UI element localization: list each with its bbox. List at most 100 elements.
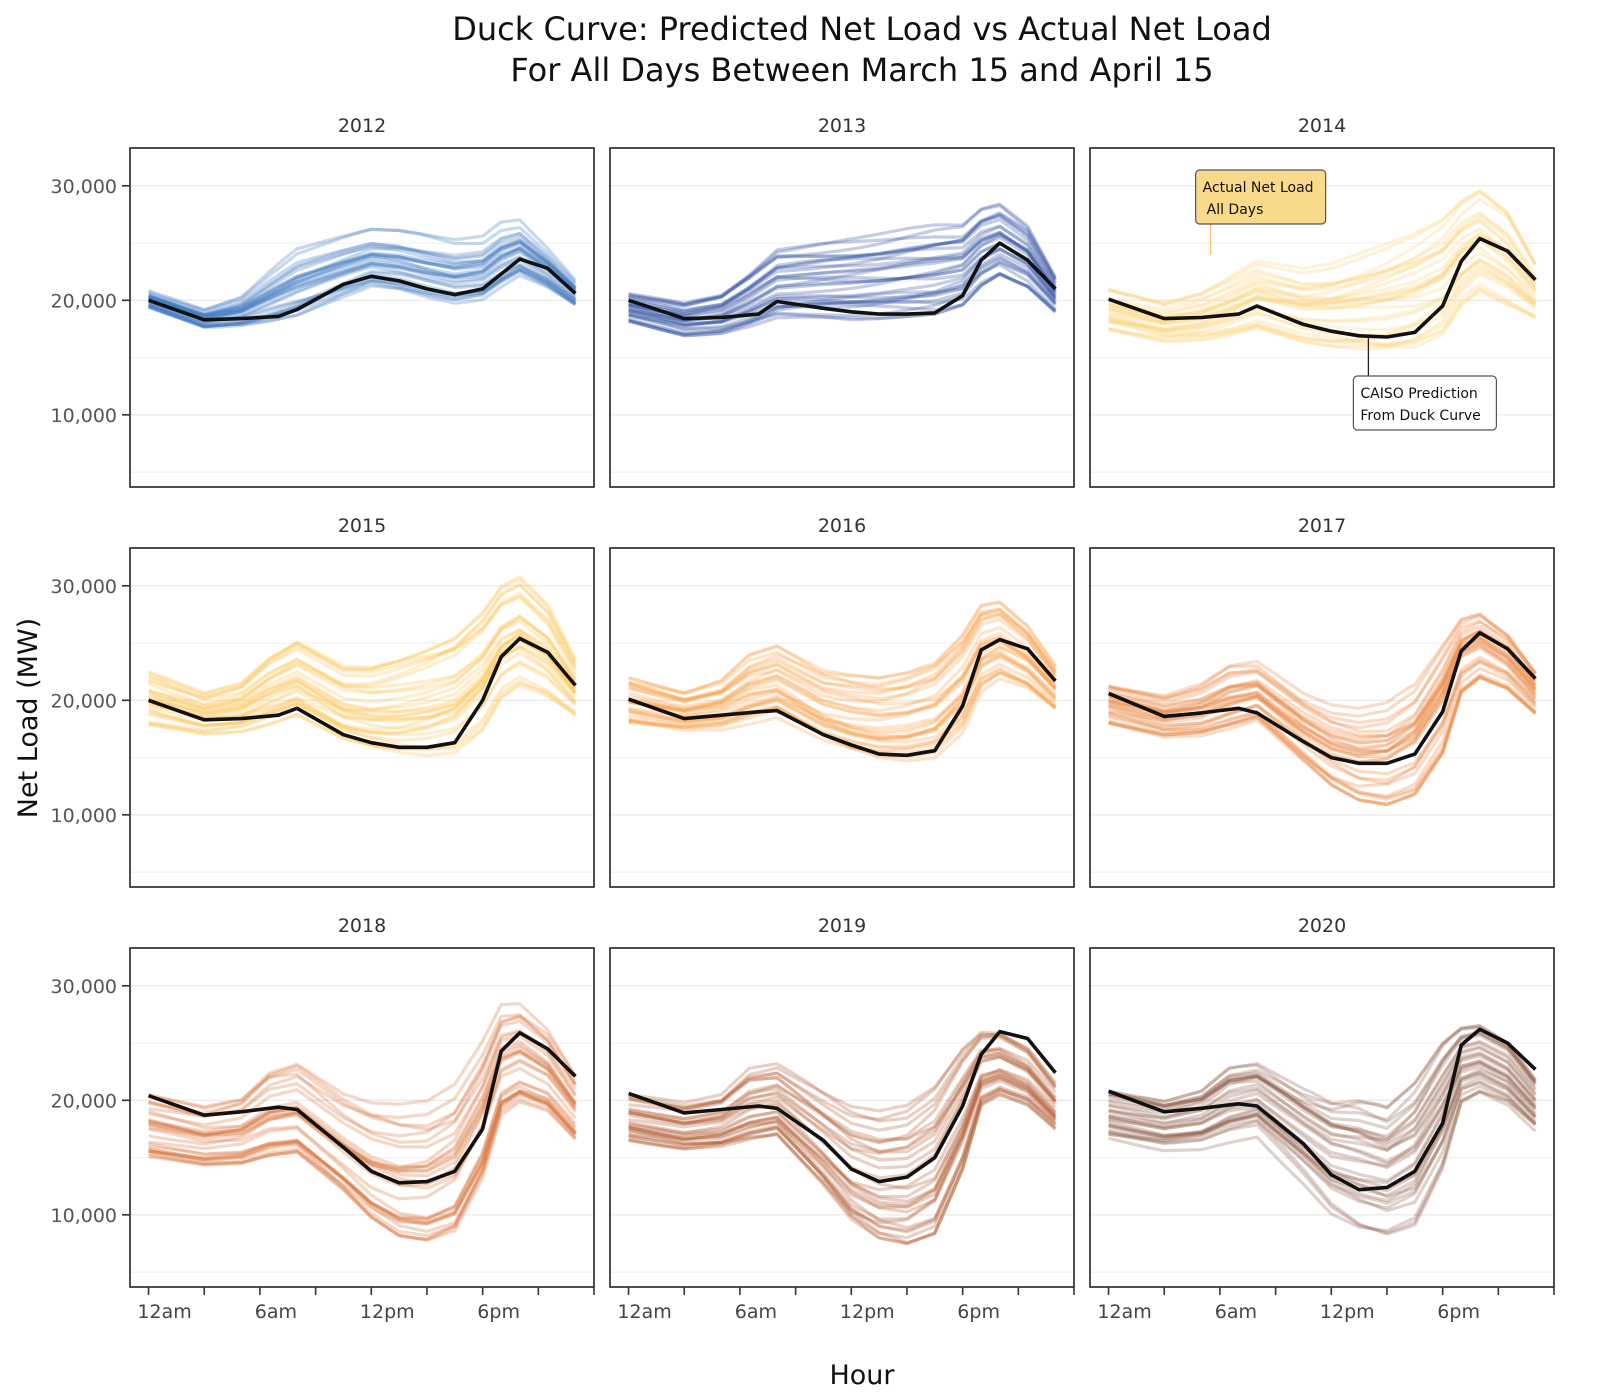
y-tick-label: 30,000 [51, 576, 117, 598]
actual-load-line [148, 1049, 577, 1173]
caiso-prediction-line [1108, 236, 1537, 339]
actual-load-line [628, 272, 1057, 335]
chart-title: Duck Curve: Predicted Net Load vs Actual… [452, 10, 1272, 48]
actual-load-line [628, 1075, 1057, 1204]
annotation-text: CAISO Prediction [1360, 386, 1477, 402]
facet-panel-2020: 2020 12am 6am 12pm 6pm [1089, 915, 1555, 1323]
actual-load-line [148, 633, 577, 714]
actual-load-line [148, 616, 577, 707]
actual-load-line [148, 238, 577, 317]
actual-load-line [628, 638, 1057, 713]
y-tick-label: 20,000 [51, 1090, 117, 1112]
facet-strip-label: 2013 [818, 115, 866, 137]
actual-load-line [1108, 612, 1537, 710]
actual-load-line [628, 1092, 1057, 1246]
actual-load-line [628, 1071, 1057, 1221]
actual-load-line [628, 1079, 1057, 1214]
panel-background [1090, 948, 1554, 1287]
actual-load-line [148, 583, 577, 698]
actual-load-line [148, 240, 577, 317]
actual-load-line [628, 218, 1057, 314]
actual-load-line [148, 1034, 577, 1149]
actual-load-line [148, 246, 577, 321]
actual-load-line [628, 231, 1057, 318]
actual-load-line [1108, 614, 1537, 730]
actual-load-line [1108, 658, 1537, 782]
actual-load-line [628, 625, 1057, 713]
actual-load-line [148, 1049, 577, 1187]
actual-load-line [1108, 1025, 1537, 1110]
facet-panel-2017: 2017 [1089, 515, 1555, 888]
actual-load-line [1108, 1045, 1537, 1152]
x-tick-label: 12am [137, 1301, 191, 1323]
actual-load-line [628, 233, 1057, 316]
x-axis-title: Hour [829, 1360, 895, 1391]
actual-load-line [1108, 1080, 1537, 1205]
actual-load-line [628, 631, 1057, 718]
actual-load-line [1108, 1041, 1537, 1141]
actual-load-line [1108, 190, 1537, 308]
actual-load-line [1108, 1051, 1537, 1153]
actual-load-line [628, 600, 1057, 696]
actual-load-line [1108, 612, 1537, 718]
actual-load-line [628, 613, 1057, 702]
actual-load-line [628, 260, 1057, 328]
x-tick-label: 6am [1215, 1301, 1257, 1323]
actual-load-line [1108, 1076, 1537, 1210]
chart-subtitle: For All Days Between March 15 and April … [510, 51, 1213, 89]
caiso-prediction-line [628, 241, 1057, 321]
y-tick-label: 30,000 [51, 976, 117, 998]
actual-load-line [628, 1092, 1057, 1245]
panel-border [609, 147, 1075, 488]
actual-load-line [148, 235, 577, 317]
actual-load-line [1108, 1089, 1537, 1235]
y-axis-title: Net Load (MW) [13, 618, 44, 818]
facet-strip-label: 2018 [338, 915, 386, 937]
actual-load-line [628, 255, 1057, 331]
actual-load-line [148, 681, 577, 758]
caiso-prediction-line [148, 636, 577, 750]
actual-load-line [1108, 666, 1537, 798]
actual-load-line [148, 1066, 577, 1185]
actual-load-line [628, 252, 1057, 327]
panel-border [609, 947, 1075, 1288]
caiso-prediction-line [1107, 1027, 1537, 1192]
actual-load-line [1108, 1033, 1537, 1139]
actual-load-line [628, 655, 1057, 739]
actual-load-line [1108, 272, 1537, 352]
actual-load-line [628, 1032, 1057, 1123]
actual-load-line [148, 675, 577, 751]
x-tick-label: 6am [735, 1301, 777, 1323]
actual-load-line [148, 651, 577, 735]
actual-load-line [628, 617, 1057, 704]
actual-load-line [628, 224, 1057, 316]
actual-load-line [628, 1076, 1057, 1209]
actual-load-line [628, 668, 1057, 749]
actual-load-line [1108, 1031, 1537, 1124]
facet-panel-2013: 2013 [609, 115, 1075, 488]
actual-load-line [628, 671, 1057, 751]
actual-load-line [1108, 267, 1537, 332]
actual-load-line [1108, 1061, 1537, 1170]
actual-load-line [628, 1090, 1057, 1240]
actual-load-line [148, 254, 577, 321]
actual-load-line [628, 662, 1057, 744]
y-tick-label: 10,000 [51, 1205, 117, 1227]
actual-load-line [1108, 1068, 1537, 1203]
actual-load-line [148, 232, 577, 314]
annotation-text: From Duck Curve [1360, 408, 1480, 424]
x-tick-label: 6pm [957, 1301, 1000, 1323]
actual-load-line [1108, 634, 1537, 745]
actual-load-line [628, 1068, 1057, 1207]
panel-border [609, 547, 1075, 888]
facet-panel-2016: 2016 [609, 515, 1075, 888]
actual-load-line [1108, 642, 1537, 750]
actual-load-line [1108, 628, 1537, 752]
actual-load-line [148, 247, 577, 320]
actual-load-line [148, 264, 577, 328]
facet-panel-2012: 2012 10,000 20,000 30,000 [51, 115, 595, 488]
facet-strip-label: 2019 [818, 915, 866, 937]
actual-load-line [1108, 1090, 1537, 1236]
actual-load-line [147, 582, 577, 702]
actual-load-line [148, 250, 577, 321]
